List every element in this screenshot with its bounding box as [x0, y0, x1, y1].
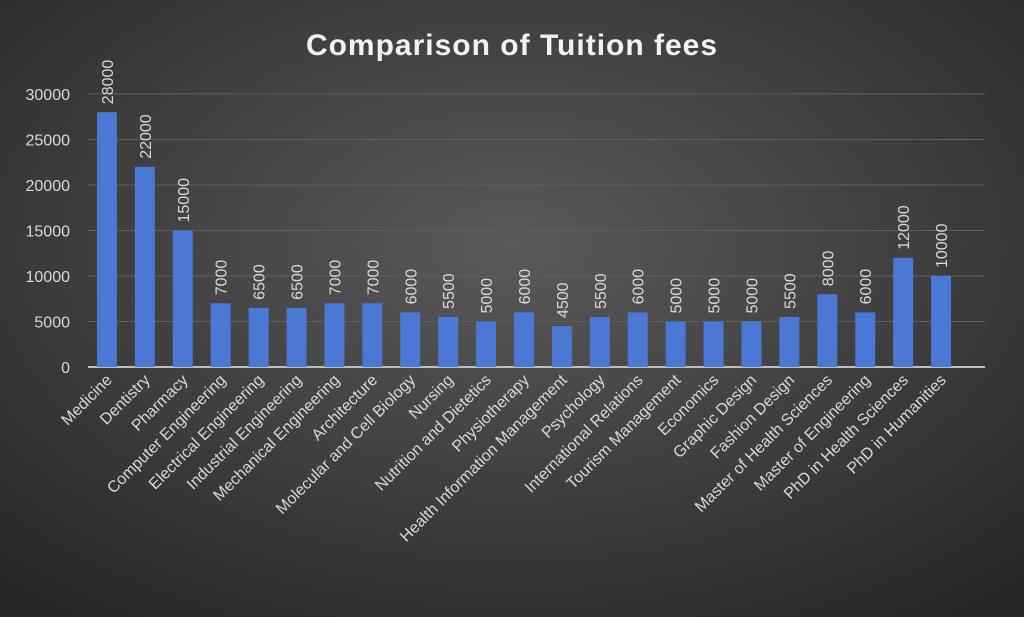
bar	[665, 321, 686, 367]
value-label: 4500	[555, 282, 572, 318]
bar	[362, 303, 383, 367]
value-label: 5000	[669, 278, 686, 314]
value-label: 6000	[858, 269, 875, 305]
value-label: 15000	[176, 178, 193, 223]
value-label: 8000	[820, 251, 837, 287]
value-label: 7000	[365, 260, 382, 296]
y-tick-label: 25000	[26, 133, 71, 150]
bar	[589, 316, 610, 367]
bar	[438, 316, 459, 367]
bar	[324, 303, 345, 367]
value-label: 10000	[934, 223, 951, 268]
y-tick-label: 0	[61, 360, 70, 377]
bar	[779, 316, 800, 367]
bar	[210, 303, 231, 367]
value-label: 6500	[252, 264, 269, 300]
bar	[96, 112, 117, 367]
bar	[248, 307, 269, 367]
value-label: 5000	[744, 278, 761, 314]
bar	[286, 307, 307, 367]
value-label: 7000	[327, 260, 344, 296]
y-tick-label: 15000	[26, 224, 71, 241]
bar	[855, 312, 876, 367]
value-label: 5500	[782, 273, 799, 309]
bar	[551, 326, 572, 367]
y-tick-label: 10000	[26, 269, 71, 286]
bar	[134, 166, 155, 367]
bar	[893, 257, 914, 367]
value-label: 6000	[403, 269, 420, 305]
value-label: 5500	[441, 273, 458, 309]
value-label: 6000	[631, 269, 648, 305]
y-tick-label: 30000	[26, 87, 71, 104]
bar	[476, 321, 497, 367]
y-tick-label: 5000	[34, 315, 70, 332]
value-label: 5000	[479, 278, 496, 314]
bar	[514, 312, 534, 367]
value-label: 22000	[138, 114, 155, 159]
value-label: 12000	[896, 205, 913, 250]
value-label: 6000	[517, 269, 534, 305]
value-label: 7000	[214, 260, 231, 296]
chart-title: Comparison of Tuition fees	[306, 29, 718, 62]
value-label: 5500	[593, 273, 610, 309]
bar	[931, 276, 952, 367]
value-label: 28000	[100, 60, 117, 105]
y-tick-label: 20000	[26, 178, 71, 195]
bar	[627, 312, 648, 367]
bar	[172, 230, 193, 367]
bar	[400, 312, 421, 367]
value-label: 5000	[707, 278, 724, 314]
bar	[817, 294, 838, 367]
value-label: 6500	[290, 264, 307, 300]
bar	[741, 321, 762, 367]
bar	[703, 321, 724, 367]
